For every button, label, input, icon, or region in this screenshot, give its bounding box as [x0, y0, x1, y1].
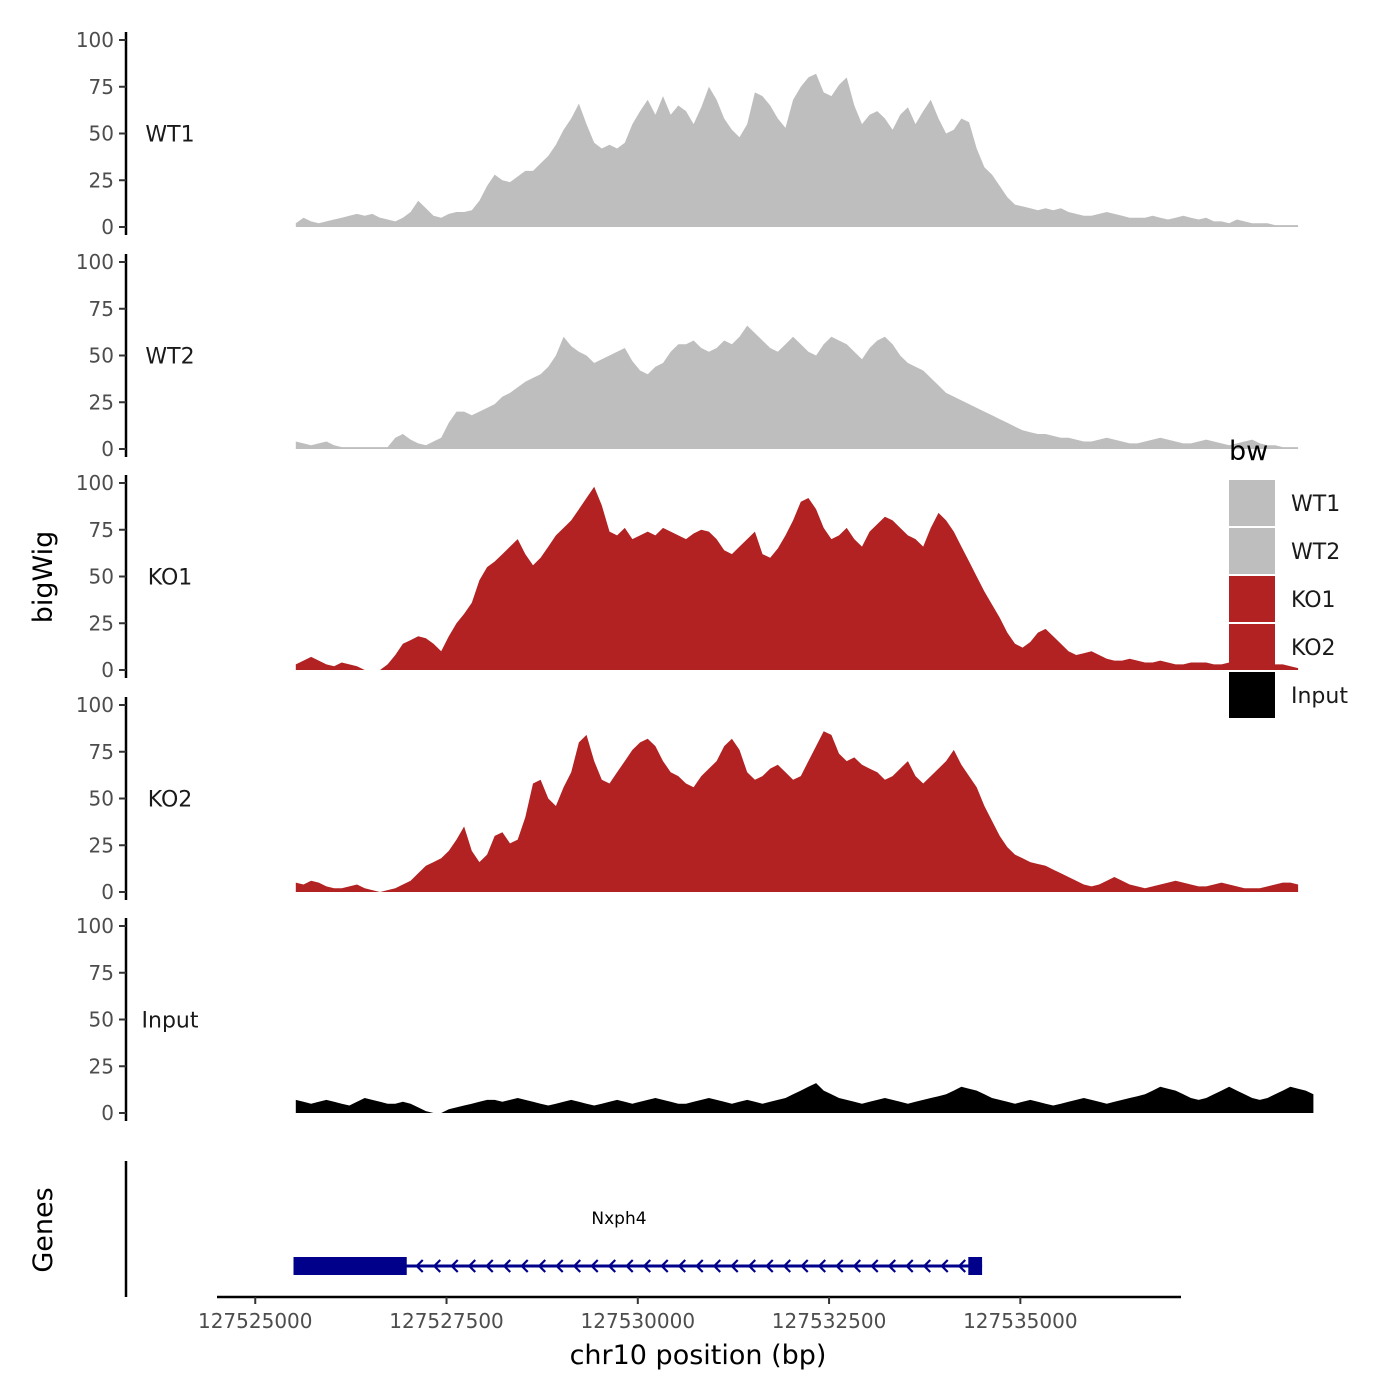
- strand-arrow: [957, 1259, 967, 1273]
- y-tick-label: 50: [89, 565, 114, 589]
- track-wt1: 0 25 50 75 100 WT1: [76, 28, 1299, 239]
- strand-arrow: [660, 1259, 669, 1273]
- strand-arrow: [607, 1259, 617, 1273]
- tracks-layer: 0255075100WT10255075100WT20255075100KO10…: [76, 28, 1314, 1125]
- strand-arrow: [800, 1259, 809, 1273]
- legend-label-ko1: KO1: [1291, 588, 1336, 613]
- track-label-ko2: KO2: [148, 788, 193, 813]
- legend-swatch-wt1: [1229, 480, 1275, 526]
- y-tick-label: 100: [76, 471, 114, 495]
- strand-arrow: [695, 1259, 704, 1273]
- x-tick-label: 127525000: [198, 1309, 313, 1333]
- track-ko2: 0 25 50 75 100 KO2: [76, 693, 1299, 904]
- x-tick-label: 127527500: [389, 1309, 504, 1333]
- strand-arrow: [520, 1259, 529, 1273]
- y-tick-label: 50: [89, 787, 114, 811]
- track-ko1: 0 25 50 75 100 KO1: [76, 471, 1299, 682]
- track-label-input: Input: [142, 1009, 199, 1034]
- gene-exon-1: [293, 1257, 407, 1275]
- x-axis-title: chr10 position (bp): [570, 1340, 827, 1371]
- y-tick-label: 75: [89, 740, 114, 764]
- track-input: 0 25 50 75 100 Input: [76, 914, 1314, 1125]
- strand-arrow: [502, 1259, 512, 1273]
- y-tick-label: 25: [89, 168, 114, 192]
- gene-exon-2: [968, 1257, 983, 1275]
- gene-track: [124, 1161, 983, 1297]
- strand-arrow: [852, 1259, 862, 1273]
- track-wt2: 0 25 50 75 100 WT2: [76, 250, 1299, 461]
- y-tick-label: 0: [101, 658, 114, 682]
- y-tick-label: 25: [89, 611, 114, 635]
- strand-arrow: [642, 1259, 652, 1273]
- legend-swatch-ko1: [1229, 576, 1275, 622]
- strand-arrow: [940, 1259, 949, 1273]
- strand-arrow: [590, 1259, 599, 1273]
- strand-arrow: [450, 1259, 459, 1273]
- x-axis: 127525000 127527500 127530000 127532500 1275…: [198, 1295, 1181, 1333]
- gene-label-nxph4: Nxph4: [591, 1209, 646, 1229]
- signal-area-wt2: [295, 325, 1299, 449]
- y-tick-label: 50: [89, 122, 114, 146]
- strand-arrow: [485, 1259, 494, 1273]
- y-tick-label: 50: [89, 1008, 114, 1032]
- y-tick-label: 0: [101, 880, 114, 904]
- y-tick-label: 75: [89, 297, 114, 321]
- legend-label-input: Input: [1291, 684, 1348, 709]
- track-label-wt1: WT1: [145, 123, 194, 148]
- y-tick-label: 75: [89, 961, 114, 985]
- y-tick-label: 100: [76, 693, 114, 717]
- strand-arrow: [730, 1259, 739, 1273]
- x-tick-label: 127532500: [772, 1309, 887, 1333]
- strand-arrow: [835, 1259, 844, 1273]
- signal-area-ko2: [295, 731, 1299, 892]
- legend-label-wt2: WT2: [1291, 540, 1340, 565]
- strand-arrow: [625, 1259, 634, 1273]
- signal-area-ko1: [295, 486, 1299, 670]
- y-tick-label: 100: [76, 914, 114, 938]
- y-tick-label: 25: [89, 390, 114, 414]
- strand-arrow: [572, 1259, 582, 1273]
- track-label-ko1: KO1: [148, 566, 193, 591]
- legend-swatch-ko2: [1229, 624, 1275, 670]
- track-label-wt2: WT2: [145, 345, 194, 370]
- legend-swatch-input: [1229, 672, 1275, 718]
- legend-swatch-wt2: [1229, 528, 1275, 574]
- y-tick-label: 0: [101, 1101, 114, 1125]
- y-tick-label: 75: [89, 518, 114, 542]
- y-tick-label: 100: [76, 250, 114, 274]
- y-tick-label: 100: [76, 28, 114, 52]
- y-tick-label: 0: [101, 437, 114, 461]
- strand-arrow: [415, 1259, 424, 1273]
- strand-arrow: [432, 1259, 442, 1273]
- legend-label-ko2: KO2: [1291, 636, 1336, 661]
- strand-arrow: [870, 1259, 879, 1273]
- strand-arrow: [712, 1259, 722, 1273]
- y-tick-label: 50: [89, 344, 114, 368]
- x-tick-label: 127535000: [963, 1309, 1078, 1333]
- x-tick-label: 127530000: [581, 1309, 696, 1333]
- y-tick-label: 0: [101, 215, 114, 239]
- strand-arrow: [555, 1259, 564, 1273]
- strand-arrow: [537, 1259, 547, 1273]
- strand-arrow: [467, 1259, 477, 1273]
- signal-area-input: [295, 1083, 1314, 1113]
- strand-arrow: [887, 1259, 897, 1273]
- legend: WT1 WT2 KO1 KO2 Input: [1229, 480, 1348, 718]
- legend-title: bw: [1229, 436, 1268, 467]
- strand-arrow: [922, 1259, 932, 1273]
- y-axis-title: bigWig: [28, 531, 59, 624]
- legend-label-wt1: WT1: [1291, 492, 1340, 517]
- y-tick-label: 25: [89, 833, 114, 857]
- strand-arrow: [765, 1259, 774, 1273]
- strand-arrow: [905, 1259, 914, 1273]
- genes-axis-title: Genes: [28, 1187, 59, 1272]
- strand-arrow: [817, 1259, 827, 1273]
- y-tick-label: 25: [89, 1054, 114, 1078]
- strand-arrow: [747, 1259, 757, 1273]
- y-tick-label: 75: [89, 75, 114, 99]
- signal-area-wt1: [295, 73, 1299, 227]
- strand-arrow: [782, 1259, 792, 1273]
- strand-arrow: [677, 1259, 687, 1273]
